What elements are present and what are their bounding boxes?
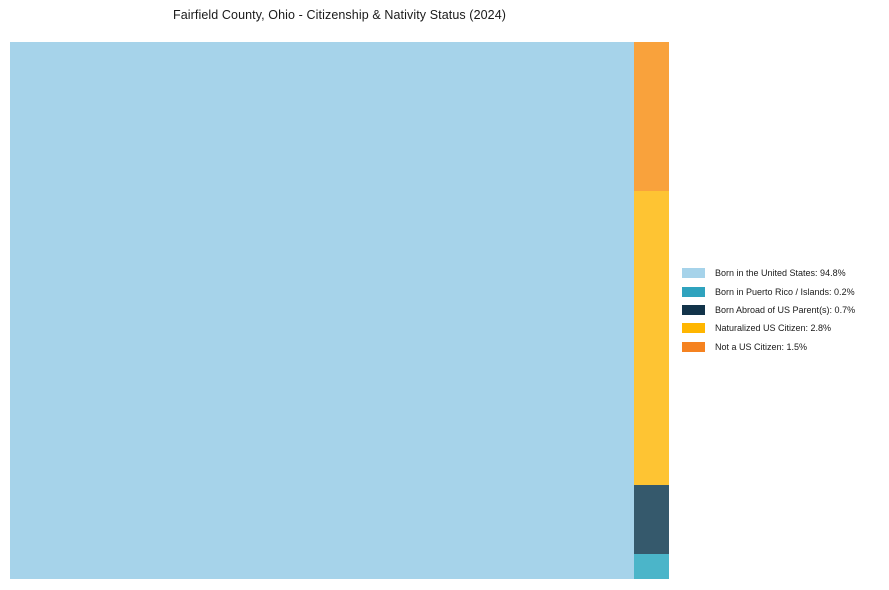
- legend-swatch-naturalized: [682, 323, 705, 334]
- treemap-rect-born-abroad-us-parents: [634, 485, 669, 554]
- legend-item-not-a-citizen: Not a US Citizen: 1.5%: [682, 338, 855, 356]
- treemap-rect-naturalized-citizen: [634, 191, 669, 485]
- legend-swatch-born-puerto-rico: [682, 286, 705, 297]
- legend-swatch-born-in-us: [682, 268, 705, 279]
- legend-swatch-born-abroad: [682, 304, 705, 315]
- legend-item-naturalized: Naturalized US Citizen: 2.8%: [682, 319, 855, 337]
- legend-label-born-in-us: Born in the United States: 94.8%: [715, 268, 846, 279]
- legend-label-not-a-citizen: Not a US Citizen: 1.5%: [715, 341, 808, 352]
- legend-item-born-puerto-rico: Born in Puerto Rico / Islands: 0.2%: [682, 282, 855, 300]
- page-title: Fairfield County, Ohio - Citizenship & N…: [172, 8, 507, 22]
- legend-item-born-in-us: Born in the United States: 94.8%: [682, 264, 855, 282]
- treemap-rect-not-a-us-citizen: [634, 42, 669, 191]
- legend-item-born-abroad: Born Abroad of US Parent(s): 0.7%: [682, 301, 855, 319]
- legend-label-born-puerto-rico: Born in Puerto Rico / Islands: 0.2%: [715, 286, 855, 297]
- treemap-chart: [10, 42, 669, 579]
- treemap-rect-born-puerto-rico-islands: [634, 554, 669, 579]
- legend-swatch-not-a-citizen: [682, 341, 705, 352]
- legend: Born in the United States: 94.8% Born in…: [682, 264, 855, 356]
- treemap-rect-born-in-us: [10, 42, 634, 579]
- legend-label-born-abroad: Born Abroad of US Parent(s): 0.7%: [715, 304, 856, 315]
- legend-label-naturalized: Naturalized US Citizen: 2.8%: [715, 323, 832, 334]
